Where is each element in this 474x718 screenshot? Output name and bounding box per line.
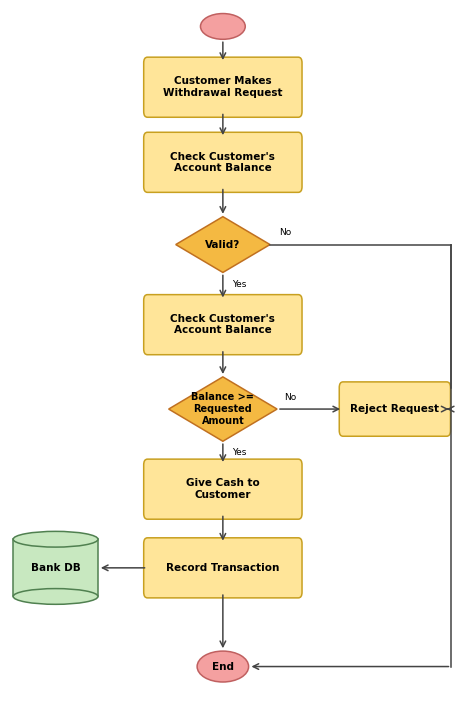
Text: Yes: Yes bbox=[232, 449, 246, 457]
Text: Balance >=
Requested
Amount: Balance >= Requested Amount bbox=[191, 393, 254, 426]
Polygon shape bbox=[169, 377, 277, 442]
FancyBboxPatch shape bbox=[144, 57, 302, 117]
Ellipse shape bbox=[197, 651, 248, 682]
Text: Reject Request: Reject Request bbox=[350, 404, 439, 414]
FancyBboxPatch shape bbox=[144, 459, 302, 519]
Polygon shape bbox=[176, 217, 270, 272]
FancyBboxPatch shape bbox=[144, 132, 302, 192]
FancyBboxPatch shape bbox=[144, 294, 302, 355]
Bar bbox=[13, 539, 98, 597]
Text: Check Customer's
Account Balance: Check Customer's Account Balance bbox=[171, 314, 275, 335]
Text: Valid?: Valid? bbox=[205, 240, 240, 250]
Text: Record Transaction: Record Transaction bbox=[166, 563, 280, 573]
Text: No: No bbox=[284, 393, 296, 402]
FancyBboxPatch shape bbox=[339, 382, 450, 437]
Ellipse shape bbox=[13, 531, 98, 547]
Ellipse shape bbox=[13, 589, 98, 605]
Text: Bank DB: Bank DB bbox=[31, 563, 81, 573]
Text: Yes: Yes bbox=[232, 279, 246, 289]
Text: Customer Makes
Withdrawal Request: Customer Makes Withdrawal Request bbox=[163, 76, 283, 98]
Text: Give Cash to
Customer: Give Cash to Customer bbox=[186, 478, 260, 500]
FancyBboxPatch shape bbox=[144, 538, 302, 598]
Text: Check Customer's
Account Balance: Check Customer's Account Balance bbox=[171, 151, 275, 173]
Ellipse shape bbox=[201, 14, 245, 39]
Text: No: No bbox=[279, 228, 292, 238]
Text: End: End bbox=[212, 661, 234, 671]
